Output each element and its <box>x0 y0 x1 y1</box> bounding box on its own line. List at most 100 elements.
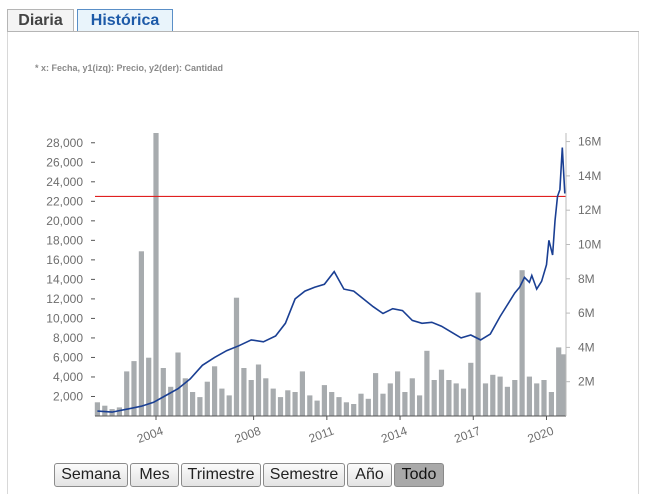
tab-historica[interactable]: Histórica <box>77 9 173 32</box>
y-left-tick-label: 28,000 <box>46 136 83 150</box>
volume-bar <box>556 347 562 416</box>
volume-bar <box>116 407 122 416</box>
tab-divider <box>7 31 639 32</box>
range-button-ano[interactable]: Año <box>347 463 392 487</box>
volume-bar <box>438 369 445 416</box>
x-tick-label: 2008 <box>233 424 263 446</box>
x-tick-label: 2017 <box>452 424 482 446</box>
y-right-tick-label: 2M <box>578 375 595 389</box>
y-left-tick-label: 10,000 <box>46 311 83 325</box>
volume-bar <box>358 393 364 416</box>
volume-bar <box>153 133 159 416</box>
y-left-tick-label: 12,000 <box>46 292 83 306</box>
volume-bar <box>548 392 554 416</box>
volume-bar <box>409 378 415 416</box>
range-button-semana[interactable]: Semana <box>54 463 128 487</box>
range-button-trimestre[interactable]: Trimestre <box>181 463 261 487</box>
range-button-todo[interactable]: Todo <box>394 463 444 487</box>
volume-bar <box>241 368 247 416</box>
volume-bar <box>519 270 525 416</box>
y-left-tick-label: 8,000 <box>53 331 83 345</box>
volume-bar <box>146 357 152 416</box>
volume-bar <box>402 392 408 416</box>
volume-bar <box>365 398 371 416</box>
y-right-tick-label: 6M <box>578 306 595 320</box>
volume-bar <box>321 385 327 416</box>
volume-bar <box>351 404 357 416</box>
price-line <box>97 147 566 413</box>
volume-bar <box>329 392 335 416</box>
volume-bar <box>343 402 349 416</box>
x-tick-label: 2011 <box>307 424 336 446</box>
y-left-tick-label: 22,000 <box>46 194 83 208</box>
volume-bar <box>424 350 430 416</box>
volume-bar <box>446 380 452 416</box>
volume-bars <box>94 133 567 416</box>
volume-bar <box>460 388 467 416</box>
volume-bar <box>373 373 379 416</box>
x-tick-label: 2014 <box>379 424 409 446</box>
range-button-semestre[interactable]: Semestre <box>263 463 345 487</box>
y-left-tick-label: 6,000 <box>53 350 83 364</box>
volume-bar <box>233 297 240 416</box>
volume-bar <box>124 371 130 416</box>
volume-bar <box>182 378 188 416</box>
volume-bar <box>504 386 510 416</box>
y-left-tick-label: 16,000 <box>46 253 83 267</box>
volume-bar <box>160 368 166 416</box>
volume-bar <box>248 380 254 416</box>
volume-bar <box>482 383 489 416</box>
volume-bar <box>468 362 474 416</box>
volume-bar <box>431 380 437 416</box>
volume-bar <box>490 374 496 416</box>
panel-border-right <box>638 32 639 494</box>
y-right-tick-label: 8M <box>578 272 595 286</box>
volume-bar <box>380 393 386 416</box>
volume-bar <box>526 376 532 416</box>
range-button-mes[interactable]: Mes <box>130 463 179 487</box>
volume-bar <box>395 371 401 416</box>
x-tick-label: 2004 <box>135 424 165 446</box>
volume-bar <box>475 292 481 416</box>
y-left-tick-label: 2,000 <box>53 389 83 403</box>
y-left-tick-label: 24,000 <box>46 175 83 189</box>
y-left-tick-label: 20,000 <box>46 214 83 228</box>
volume-bar <box>197 397 203 416</box>
y-left-tick-label: 4,000 <box>53 370 83 384</box>
volume-bar <box>336 397 342 416</box>
volume-bar <box>255 364 262 416</box>
volume-bar <box>561 354 567 416</box>
y-right-tick-label: 16M <box>578 135 601 149</box>
chart-axes <box>95 133 567 417</box>
volume-bar <box>94 402 100 416</box>
volume-bar <box>175 352 181 416</box>
volume-bar <box>534 383 540 416</box>
volume-bar <box>138 251 144 416</box>
volume-bar <box>512 380 518 416</box>
volume-bar <box>541 380 547 416</box>
volume-bar <box>417 395 423 416</box>
volume-bar <box>204 381 210 416</box>
volume-bar <box>497 376 503 416</box>
volume-bar <box>226 395 232 416</box>
y-left-tick-label: 26,000 <box>46 155 83 169</box>
panel-border-left <box>7 32 8 494</box>
volume-bar <box>263 378 269 416</box>
y-right-tick-label: 4M <box>578 340 595 354</box>
volume-bar <box>270 388 276 416</box>
volume-bar <box>387 383 393 416</box>
volume-bar <box>219 388 225 416</box>
volume-bar <box>453 383 459 416</box>
y-left-tick-label: 18,000 <box>46 233 83 247</box>
volume-bar <box>131 361 137 416</box>
volume-bar <box>299 371 305 416</box>
volume-bar <box>212 366 218 416</box>
volume-bar <box>168 386 174 416</box>
y-left-tick-label: 14,000 <box>46 272 83 286</box>
volume-bar <box>277 397 284 416</box>
volume-bar <box>307 395 313 416</box>
volume-bar <box>292 392 298 416</box>
y-right-tick-label: 14M <box>578 169 601 183</box>
y-right-tick-label: 10M <box>578 237 601 251</box>
tab-diaria[interactable]: Diaria <box>7 9 74 31</box>
